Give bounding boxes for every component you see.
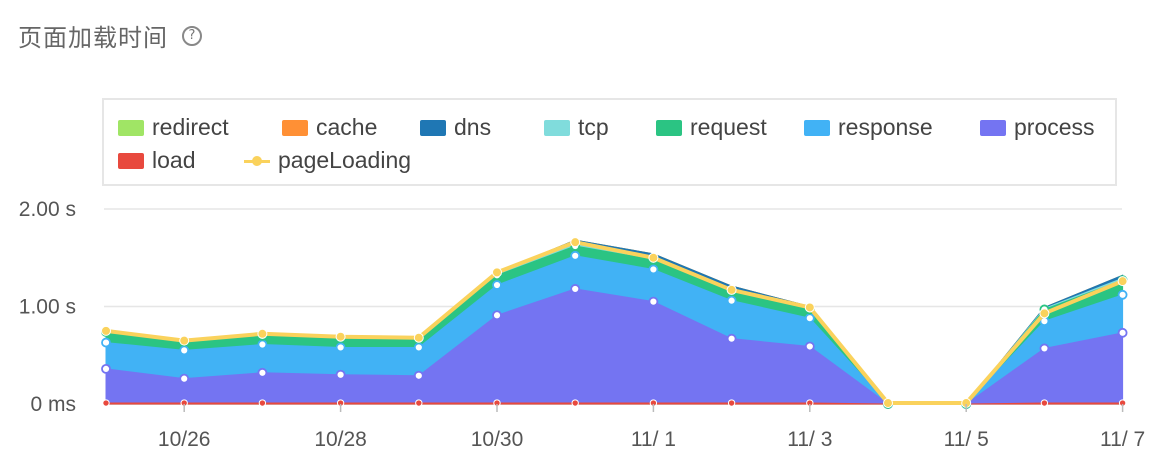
point-process[interactable] [1117,327,1128,338]
legend-item-redirect[interactable]: redirect [118,114,229,141]
point-process[interactable] [492,310,502,321]
question-circle-icon[interactable]: ? [182,25,202,46]
point-response[interactable] [413,342,424,353]
point-process[interactable] [179,373,190,384]
point-pageloading[interactable] [492,267,502,278]
point-response[interactable] [804,313,815,324]
point-process[interactable] [570,284,581,294]
legend-swatch-response [804,119,830,136]
point-pageloading[interactable] [570,237,581,248]
legend-label: tcp [578,114,609,140]
legend-label: load [152,147,196,173]
point-pageloading[interactable] [101,325,111,336]
x-tick-label: 10/28 [314,428,367,451]
legend-swatch-request [656,119,682,136]
point-load[interactable] [1040,399,1049,407]
legend-label: redirect [152,114,229,140]
point-process[interactable] [101,363,111,374]
x-tick-label: 11/ 5 [944,428,989,451]
point-pageloading[interactable] [179,335,190,346]
point-response[interactable] [648,264,659,275]
legend-item-cache[interactable]: cache [282,114,377,141]
legend-item-pageLoading[interactable]: pageLoading [244,147,411,174]
point-process[interactable] [335,369,346,380]
legend-item-tcp[interactable]: tcp [544,114,609,141]
point-pageloading[interactable] [413,332,424,343]
chart-header: 页面加载时间 ? [18,18,202,53]
x-tick-label: 10/30 [471,428,524,451]
point-response[interactable] [570,250,581,261]
point-response[interactable] [335,342,346,353]
point-load[interactable] [102,399,110,407]
x-tick-label: 10/26 [158,428,211,451]
point-process[interactable] [726,333,737,344]
x-tick-label: 11/ 3 [787,428,832,451]
legend-item-request[interactable]: request [656,114,767,141]
point-pageloading[interactable] [1117,276,1128,287]
y-tick-label: 2.00 s [19,198,76,221]
point-response[interactable] [179,345,190,356]
y-tick-label: 0 ms [30,393,76,416]
legend-label: dns [454,114,492,140]
legend-swatch-dns [420,119,446,136]
y-tick-label: 1.00 s [19,296,76,319]
legend-label: response [838,114,933,140]
point-process[interactable] [413,370,424,381]
point-load[interactable] [727,399,736,407]
chart-title: 页面加载时间 [18,24,168,52]
x-tick-label: 11/ 1 [631,428,676,451]
legend-swatch-load [118,152,144,169]
point-pageloading[interactable] [257,328,268,339]
legend-swatch-pageLoading [244,153,270,169]
legend-label: request [690,114,767,140]
legend-swatch-redirect [118,119,144,136]
point-load[interactable] [571,399,579,407]
x-tick-label: 11/ 7 [1100,428,1145,451]
point-process[interactable] [1039,343,1050,354]
point-process[interactable] [648,296,659,307]
line-pageloading[interactable] [105,240,1124,406]
axes: 0 ms 1.00 s 2.00 s 10/26 10/28 10/30 11/ 1 11/ … [19,198,1145,451]
point-pageloading[interactable] [726,284,737,295]
stacked-areas [105,239,1124,405]
point-response[interactable] [1117,289,1128,300]
point-response[interactable] [101,337,111,348]
point-pageloading[interactable] [883,398,893,409]
point-load[interactable] [415,399,423,407]
legend-label: pageLoading [278,147,412,173]
legend-label: cache [316,114,378,140]
pageloading-line-layer [101,237,1128,409]
legend-swatch-cache [282,119,308,136]
legend-label: process [1014,114,1095,140]
point-pageloading[interactable] [648,252,659,263]
point-pageloading[interactable] [335,331,346,342]
legend-item-response[interactable]: response [804,114,933,141]
legend-item-dns[interactable]: dns [420,114,491,141]
legend-swatch-tcp [544,119,570,136]
chart-legend: redirect cache dns tcp request response proces… [102,98,1117,186]
point-pageloading[interactable] [804,302,815,313]
point-response[interactable] [726,295,737,306]
point-pageloading[interactable] [1039,308,1050,319]
point-response[interactable] [257,339,268,350]
point-response[interactable] [492,280,502,290]
legend-swatch-process [980,119,1006,136]
point-process[interactable] [804,341,815,352]
legend-item-process[interactable]: process [980,114,1095,141]
point-process[interactable] [257,367,268,378]
legend-item-load[interactable]: load [118,147,195,174]
point-load[interactable] [258,399,267,407]
